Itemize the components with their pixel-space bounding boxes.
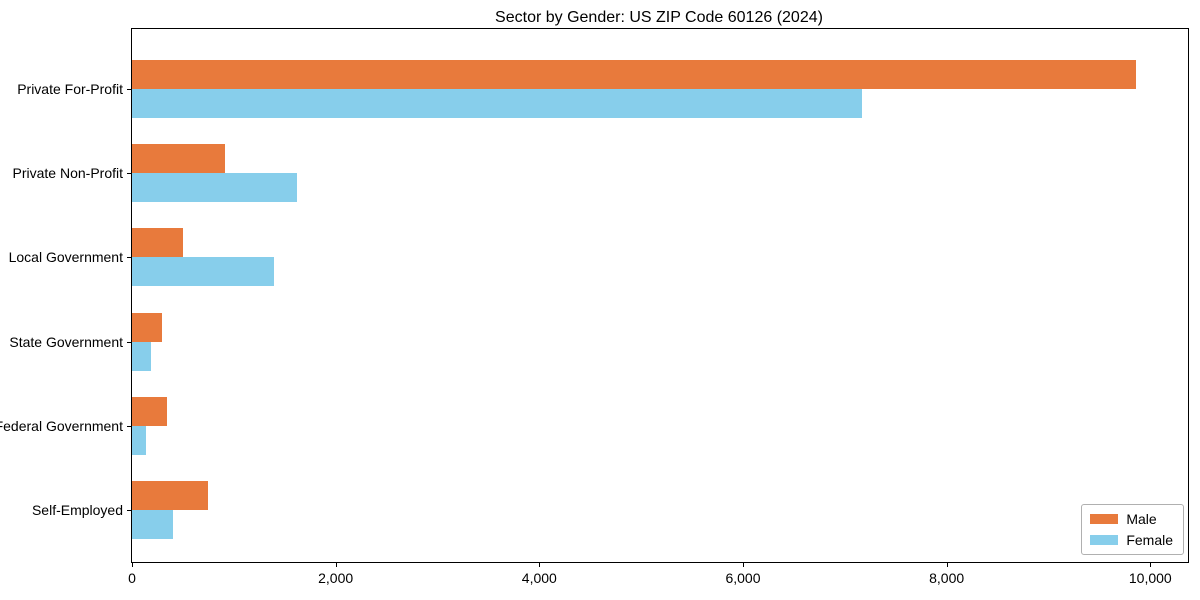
bar-female-3: [132, 341, 152, 371]
x-tick-mark: [742, 562, 744, 567]
bar-male-0: [132, 60, 1137, 89]
plot-area: Private For-Profit Private Non-Profit Loca…: [0, 28, 1189, 586]
legend-entry-female: Female: [1090, 532, 1173, 548]
legend-label-female: Female: [1126, 532, 1173, 548]
y-tick-mark: [127, 341, 132, 343]
bar-male-3: [132, 312, 163, 342]
x-tick-label: 6,000: [725, 570, 761, 586]
y-tick-label: Federal Government: [0, 417, 123, 434]
y-tick-label: Local Government: [8, 249, 123, 266]
bar-female-5: [132, 510, 173, 539]
bar-female-4: [132, 425, 147, 455]
y-tick-label: Private Non-Profit: [12, 165, 123, 182]
x-tick-label: 2,000: [318, 570, 354, 586]
female-swatch-icon: [1090, 535, 1119, 545]
chart-title: Sector by Gender: US ZIP Code 60126 (202…: [495, 9, 823, 26]
x-tick-label: 0: [128, 570, 136, 586]
legend: Male Female: [1081, 504, 1184, 555]
y-tick-label: State Government: [9, 333, 123, 350]
legend-entry-male: Male: [1090, 511, 1173, 527]
bar-male-4: [132, 396, 168, 426]
male-swatch-icon: [1090, 514, 1119, 524]
bar-male-1: [132, 144, 226, 174]
x-tick-label: 8,000: [929, 570, 965, 586]
x-tick-mark: [335, 562, 337, 567]
bar-female-0: [132, 89, 863, 118]
y-tick-mark: [127, 173, 132, 175]
y-tick-label: Private For-Profit: [17, 81, 123, 97]
x-tick-label: 4,000: [521, 570, 557, 586]
bar-male-5: [132, 481, 208, 510]
legend-label-male: Male: [1126, 511, 1157, 527]
bar-female-1: [132, 173, 297, 203]
y-tick-mark: [127, 89, 132, 90]
x-tick-mark: [946, 562, 948, 567]
x-tick-mark: [1150, 562, 1152, 567]
x-tick-label: 10,000: [1128, 570, 1172, 586]
y-tick-mark: [127, 510, 132, 511]
y-tick-mark: [127, 425, 132, 427]
bar-female-2: [132, 257, 275, 287]
x-tick-mark: [539, 562, 541, 567]
bar-male-2: [132, 228, 183, 258]
x-tick-mark: [132, 562, 133, 567]
y-tick-label: Self-Employed: [31, 502, 123, 518]
y-tick-mark: [127, 257, 132, 259]
